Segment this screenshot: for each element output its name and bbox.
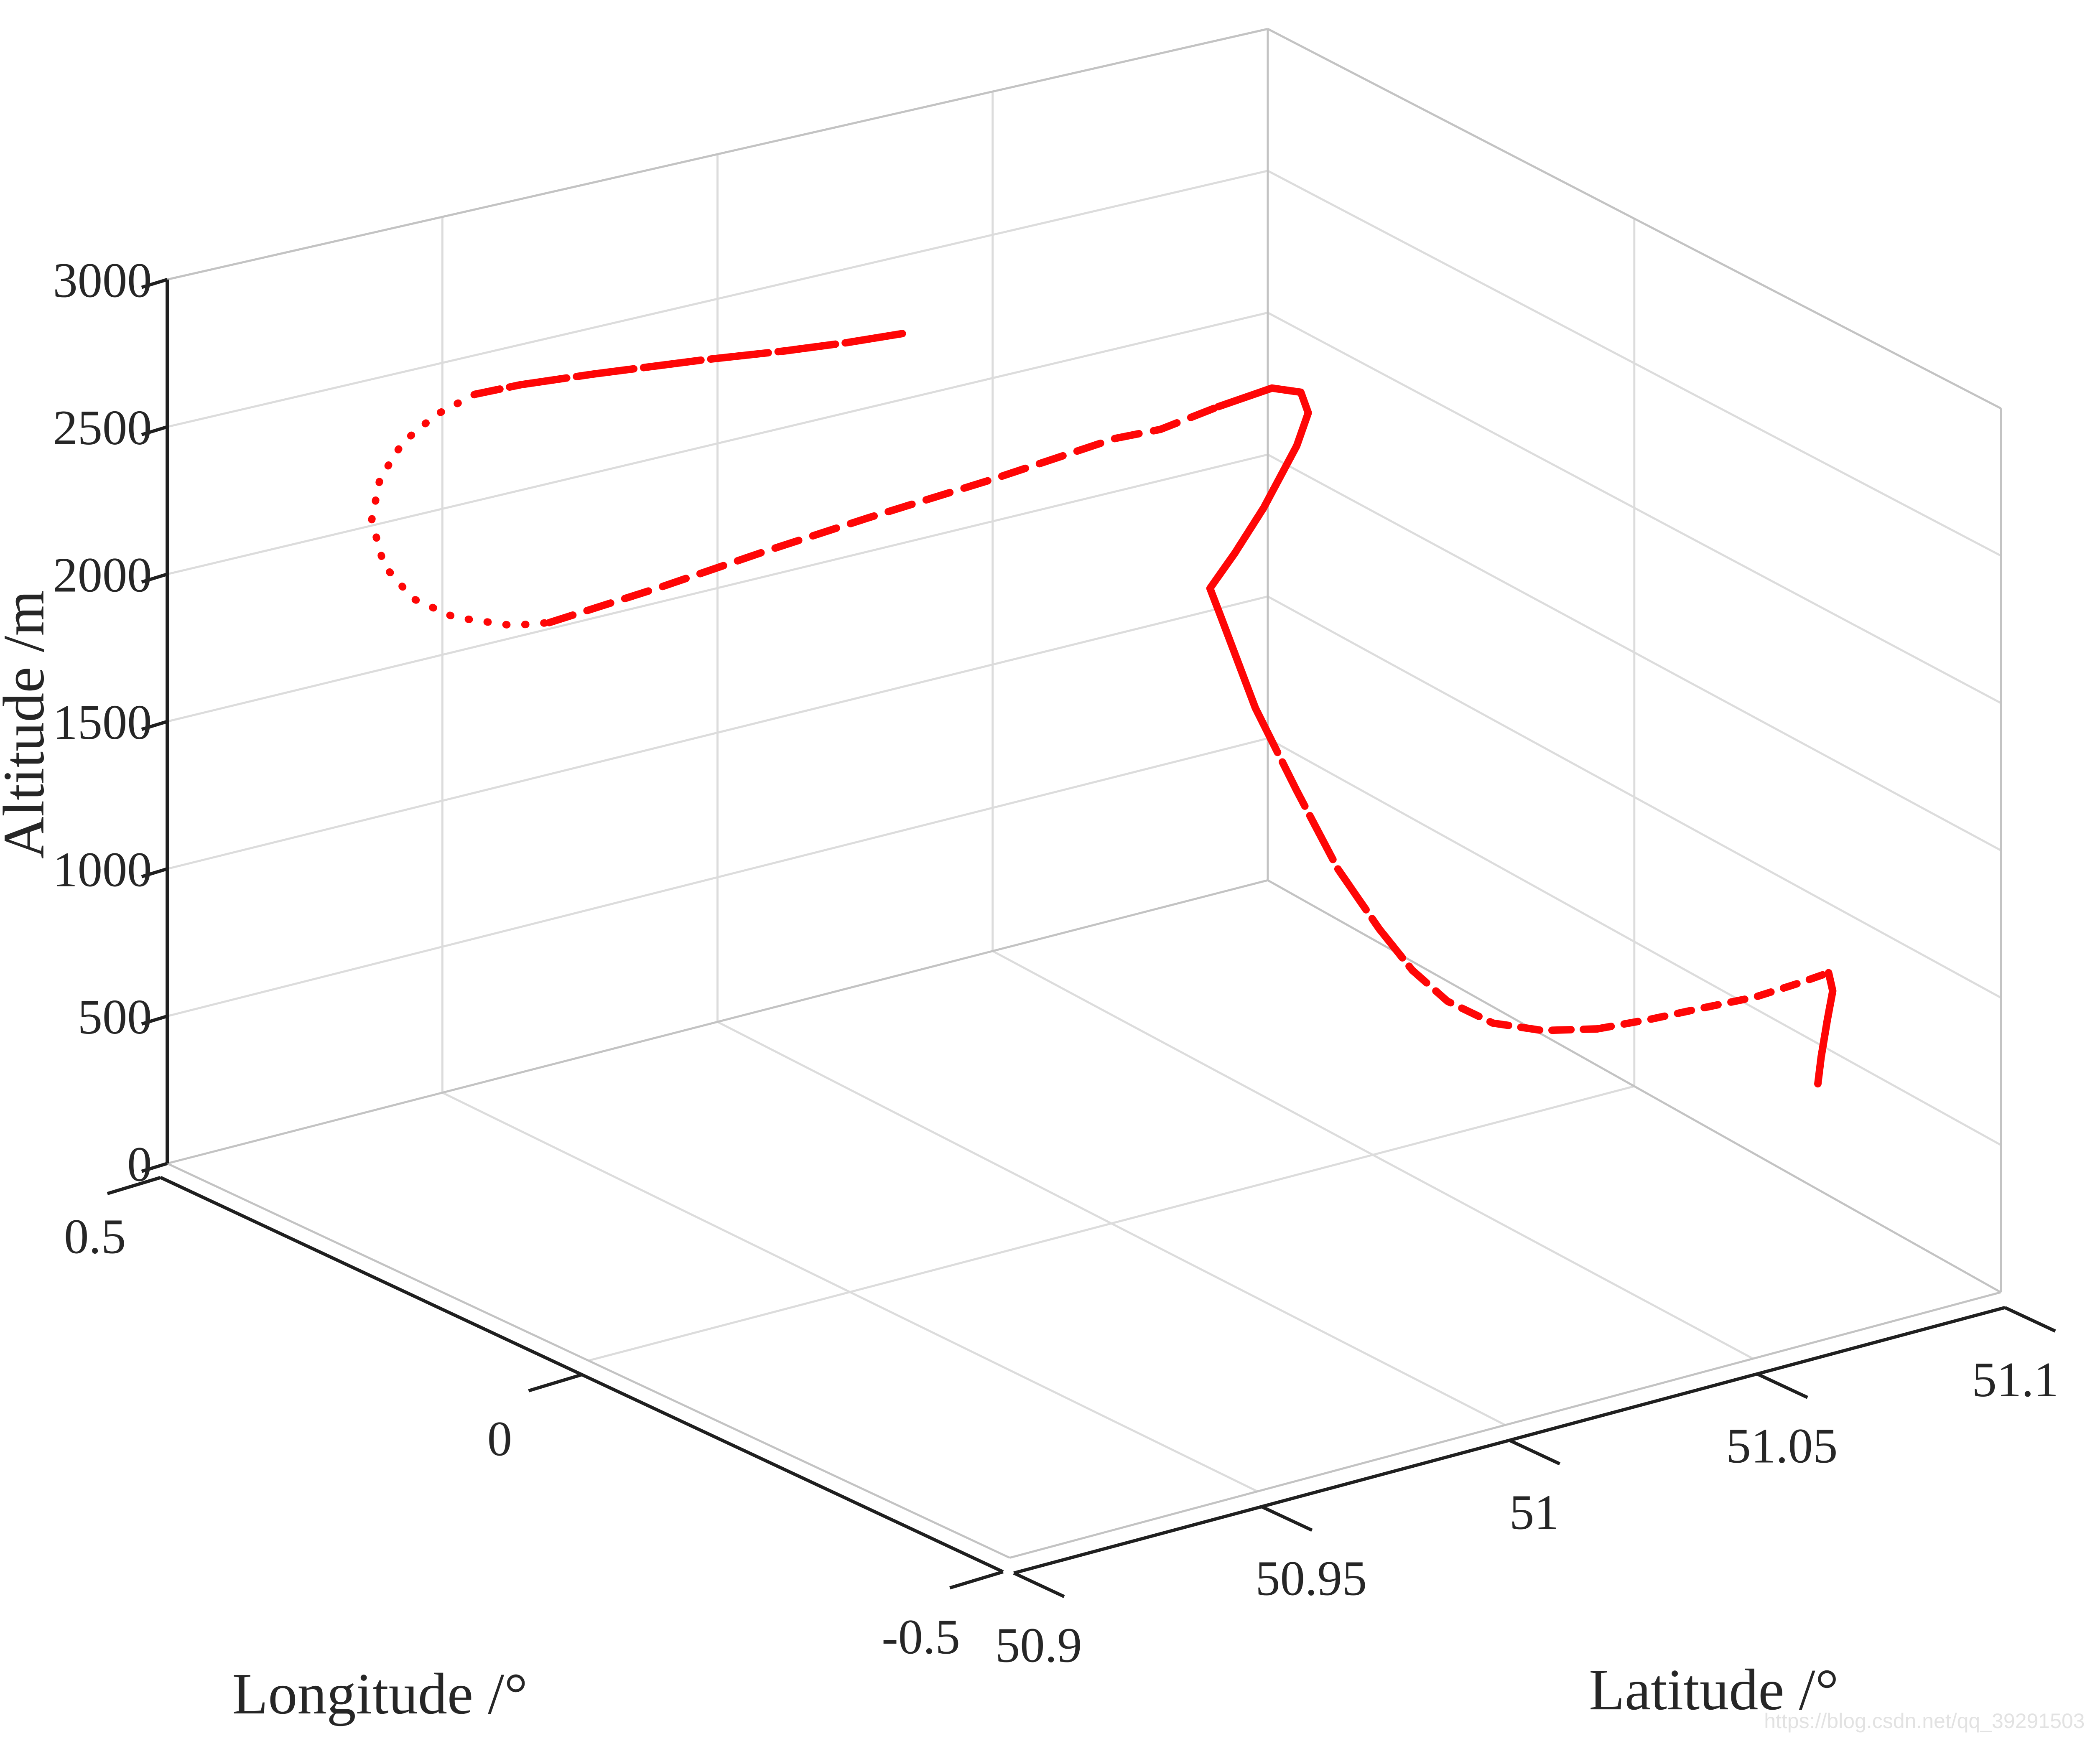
altitude-tick-label: 500 [78, 989, 152, 1044]
altitude-tick-label: 1000 [53, 842, 152, 897]
altitude-tick-label: 2000 [53, 547, 152, 602]
latitude-tick [1509, 1438, 1561, 1466]
edge-floor-front-left [167, 1162, 1010, 1559]
latitude-tick [2004, 1306, 2056, 1333]
latitude-tick-label: 51.05 [1726, 1418, 1838, 1473]
trajectory-path-segment [1814, 969, 1837, 1088]
trajectory-path-segment [545, 403, 1222, 626]
wall1-grid-alt [167, 737, 1268, 1017]
longitude-tick-label: 0.5 [64, 1209, 126, 1264]
latitude-tick [1261, 1505, 1313, 1532]
trajectory-path-segment [1593, 969, 1833, 1033]
latitude-axis-label: Latitude /° [1589, 1657, 1839, 1722]
altitude-tick [141, 573, 168, 584]
trajectory-layer [368, 330, 1837, 1088]
trajectory-path-segment [368, 390, 553, 629]
longitude-axis-label: Longitude /° [232, 1662, 528, 1726]
longitude-tick-label: -0.5 [882, 1609, 960, 1665]
edge-floor-back-right [1267, 879, 2001, 1293]
altitude-tick [141, 867, 168, 878]
altitude-tick-label: 3000 [53, 252, 152, 308]
trajectory-path-segment [1251, 704, 1416, 974]
altitude-tick [141, 720, 168, 731]
axis-rulers [107, 278, 2056, 1598]
altitude-tick [141, 278, 168, 289]
trajectory-path-segment [471, 330, 906, 398]
altitude-tick-label: 1500 [53, 695, 152, 750]
longitude-tick [528, 1373, 583, 1392]
latitude-tick [1756, 1372, 1808, 1399]
longitude-tick [107, 1176, 161, 1195]
trajectory-path-segment [1206, 384, 1312, 712]
watermark-text: https://blog.csdn.net/qq_39291503 [1764, 1709, 2085, 1733]
altitude-tick [141, 425, 168, 436]
longitude-tick-label: 0 [487, 1411, 512, 1466]
altitude-tick-label: 2500 [53, 400, 152, 455]
edge-top-left [167, 28, 1268, 281]
altitude-axis-label: Altitude /m [0, 590, 56, 859]
latitude-tick-label: 51.1 [1972, 1352, 2058, 1407]
altitude-tick [141, 1162, 168, 1173]
latitude-tick [1013, 1571, 1065, 1598]
latitude-tick-label: 51 [1509, 1484, 1559, 1540]
longitude-tick [949, 1570, 1004, 1590]
wall1-grid-alt [167, 311, 1268, 575]
wall1-grid-alt [167, 453, 1268, 723]
altitude-tick [141, 1014, 168, 1026]
wall1-grid-alt [167, 170, 1268, 428]
edge-floor-back-left [167, 879, 1268, 1165]
altitude-tick-label: 0 [127, 1137, 152, 1192]
edge-floor-front-right [1009, 1291, 2001, 1559]
latitude-tick-label: 50.9 [995, 1617, 1082, 1672]
latitude-tick-label: 50.95 [1255, 1550, 1367, 1606]
grid-lines [167, 28, 2001, 1492]
edge-top-right [1267, 28, 2001, 410]
floor-grid-lon [588, 1085, 1635, 1362]
trajectory-path-segment [1408, 966, 1601, 1034]
wall1-grid-alt [167, 595, 1268, 870]
